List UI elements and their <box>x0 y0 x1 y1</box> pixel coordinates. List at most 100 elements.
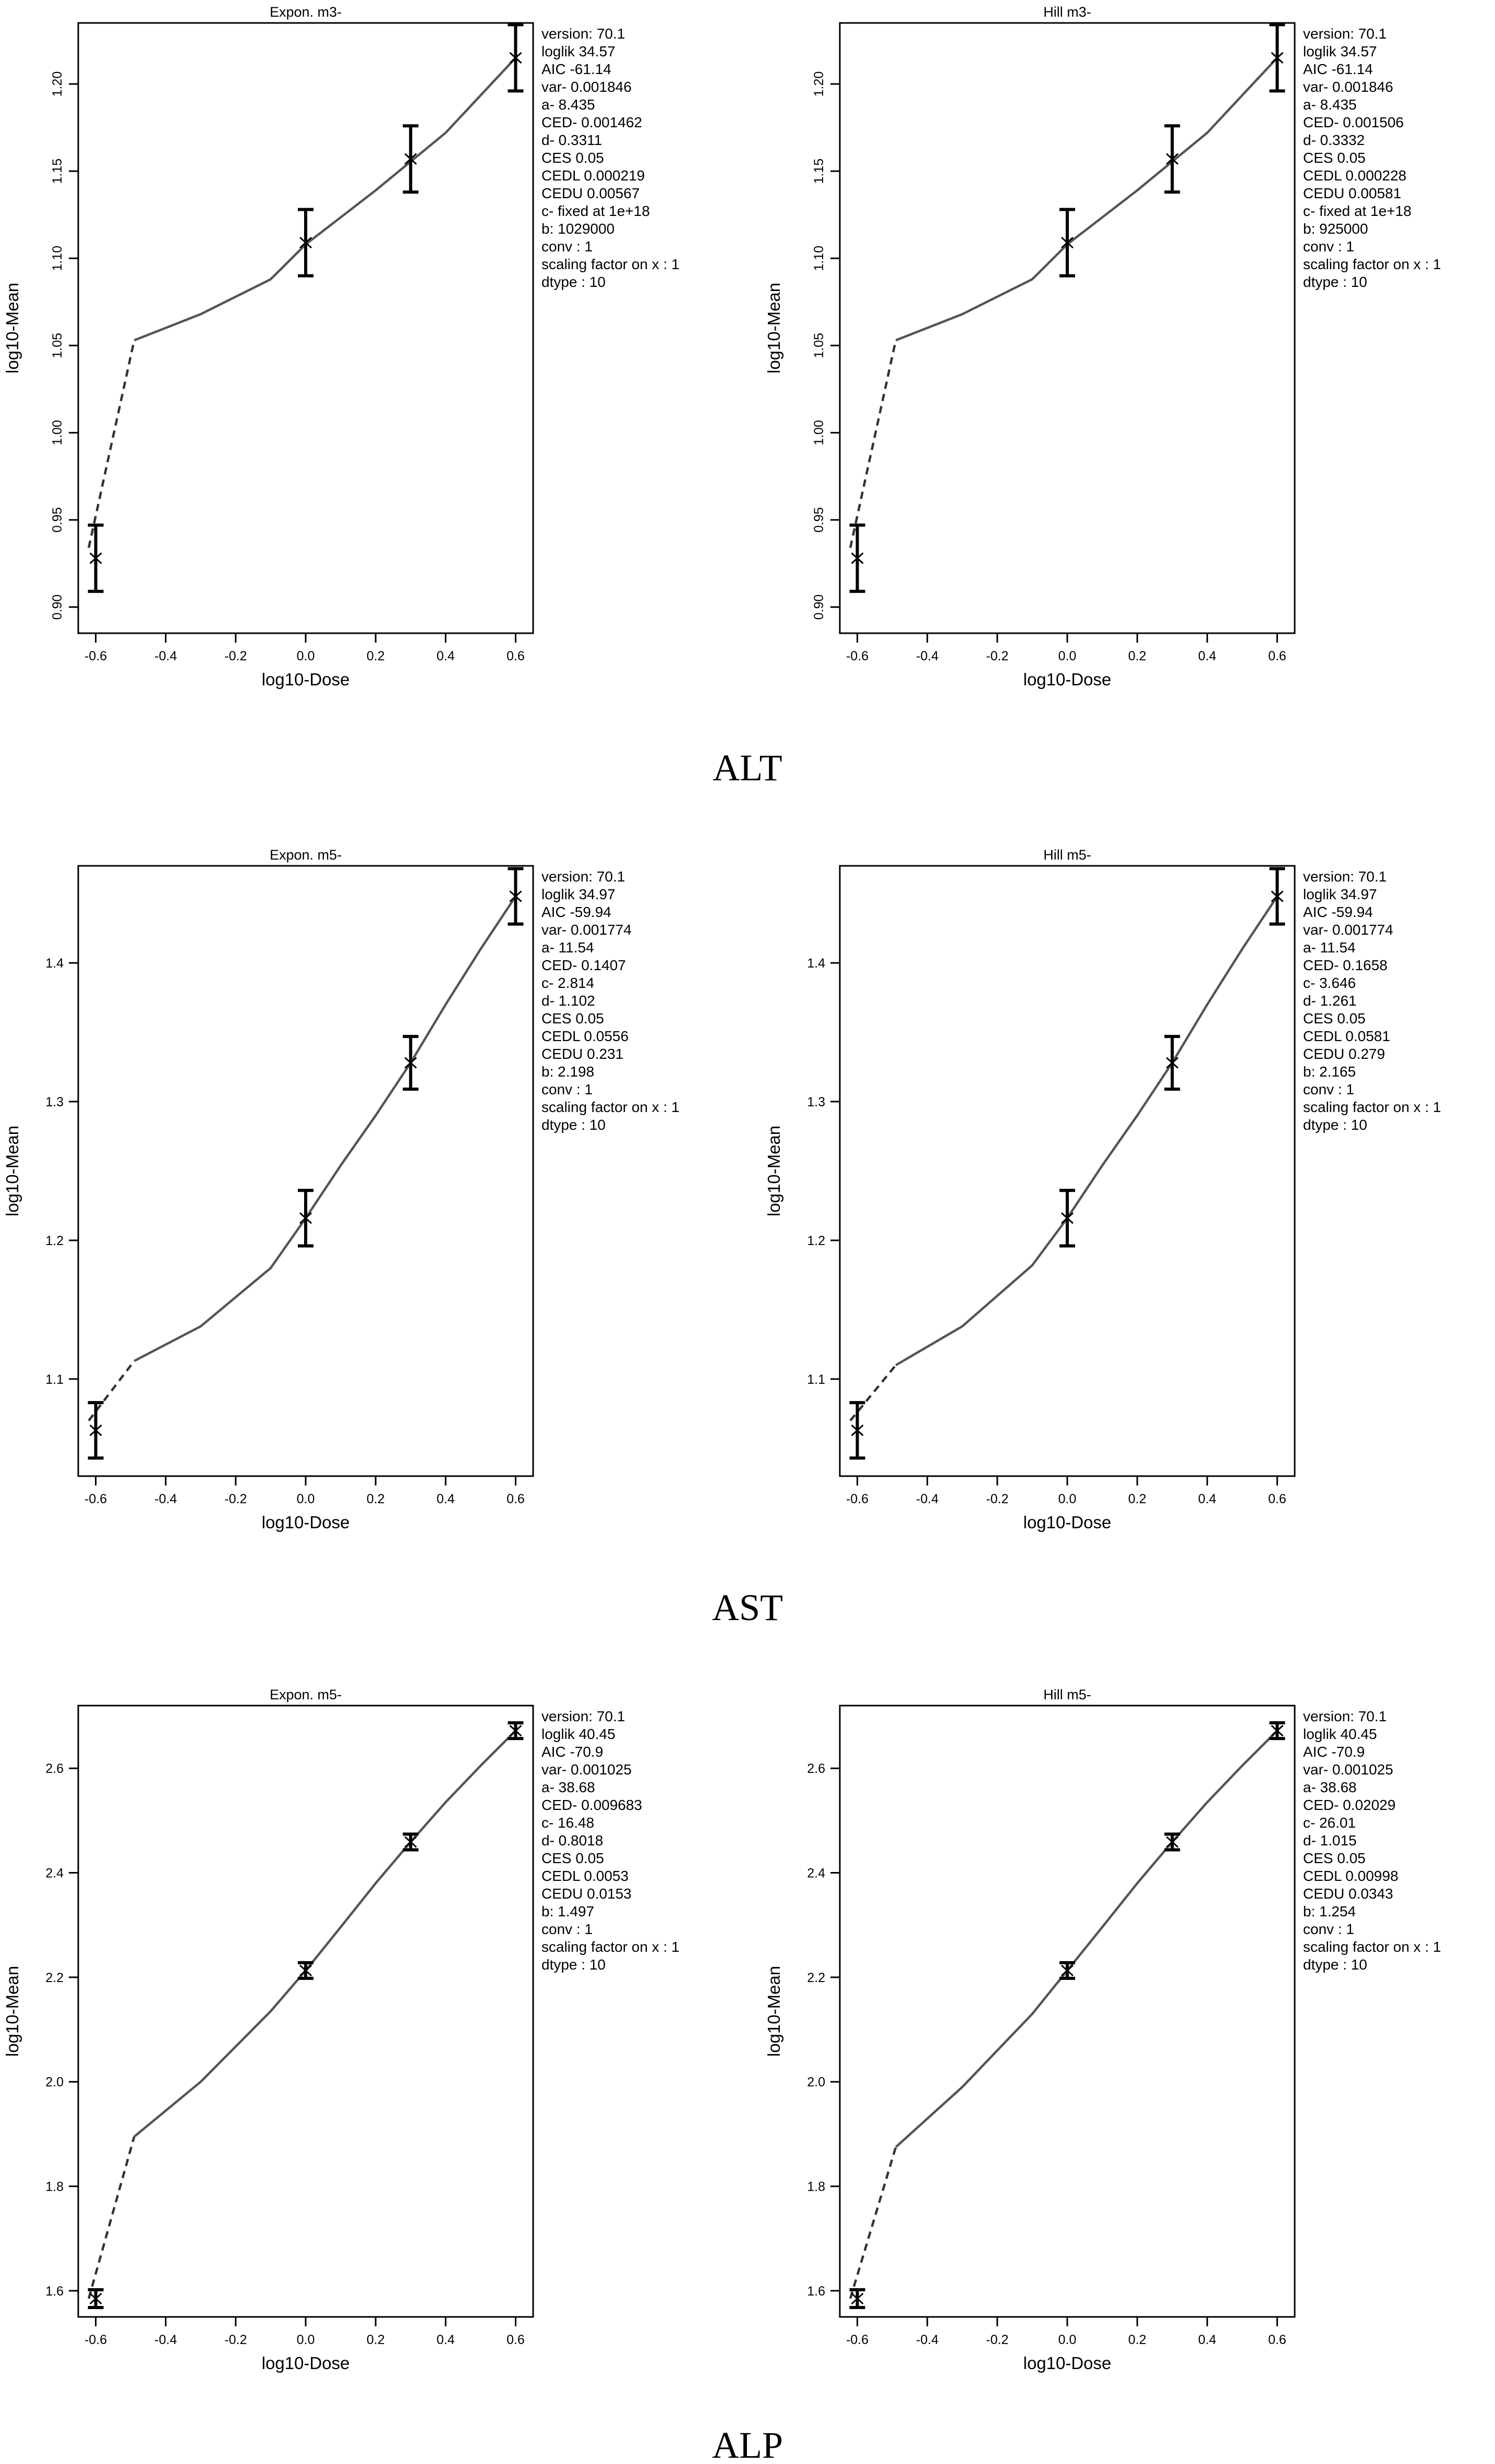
info-line: CES 0.05 <box>1303 150 1366 166</box>
y-axis-label: log10-Mean <box>3 1966 22 2057</box>
x-tick-label: -0.6 <box>85 2333 107 2347</box>
info-line: scaling factor on x : 1 <box>1303 256 1441 272</box>
y-tick-label: 2.2 <box>807 1971 825 1985</box>
x-axis-label: log10-Dose <box>1023 2353 1112 2373</box>
row-caption-alt: ALT <box>713 747 782 789</box>
info-line: AIC -59.94 <box>541 904 611 920</box>
plot-title: Expon. m5- <box>270 847 342 863</box>
fit-curve-solid <box>895 896 1279 1367</box>
info-line: CEDU 0.0153 <box>541 1886 632 1902</box>
info-line: CED- 0.1658 <box>1303 957 1388 973</box>
data-point <box>1271 890 1284 902</box>
info-line: CEDL 0.0556 <box>541 1028 629 1044</box>
x-tick-label: 0.6 <box>507 649 525 663</box>
y-tick-label: 2.2 <box>45 1971 64 1985</box>
x-axis-label: log10-Dose <box>1023 670 1112 689</box>
info-line: dtype : 10 <box>1303 274 1367 290</box>
fit-curve-solid <box>895 1730 1279 2148</box>
info-line: a- 11.54 <box>541 939 594 956</box>
data-point <box>509 890 522 902</box>
plot-frame <box>839 22 1296 634</box>
data-point <box>509 52 522 64</box>
x-axis-label: log10-Dose <box>262 1513 350 1532</box>
x-tick-label: 0.2 <box>1128 2333 1147 2347</box>
info-line: conv : 1 <box>541 1921 593 1937</box>
info-line: var- 0.001774 <box>1303 922 1393 938</box>
y-tick-label: 1.05 <box>812 333 826 358</box>
info-line: CEDL 0.0581 <box>1303 1028 1390 1044</box>
x-axis-label: log10-Dose <box>1023 1513 1112 1532</box>
data-point <box>851 2292 864 2305</box>
y-tick-label: 0.95 <box>50 507 65 533</box>
x-tick-label: -0.4 <box>916 649 938 663</box>
x-tick-label: -0.6 <box>846 2333 869 2347</box>
y-tick-label: 0.90 <box>812 595 826 620</box>
fit-curve-solid <box>134 896 517 1362</box>
x-tick-label: -0.6 <box>846 1492 869 1506</box>
info-line: dtype : 10 <box>541 1117 606 1133</box>
plot-title: Hill m5- <box>1043 1687 1091 1702</box>
plot-frame <box>77 22 534 634</box>
info-line: version: 70.1 <box>1303 26 1387 42</box>
y-axis-label: log10-Mean <box>3 1126 22 1216</box>
data-point <box>851 552 864 564</box>
info-line: d- 1.015 <box>1303 1832 1357 1849</box>
info-line: var- 0.001025 <box>541 1761 632 1778</box>
data-point <box>89 1424 102 1436</box>
info-line: CES 0.05 <box>541 150 604 166</box>
info-line: var- 0.001846 <box>541 79 632 95</box>
info-line: b: 2.198 <box>541 1064 594 1080</box>
info-line: CES 0.05 <box>1303 1850 1366 1866</box>
x-tick-label: -0.2 <box>224 2333 247 2347</box>
fit-curve-dashed <box>849 340 897 548</box>
y-tick-label: 1.3 <box>807 1095 825 1109</box>
info-line: CEDU 0.00581 <box>1303 185 1401 201</box>
info-line: scaling factor on x : 1 <box>541 1099 680 1115</box>
x-tick-label: -0.4 <box>154 1492 177 1506</box>
info-line: a- 8.435 <box>541 96 595 113</box>
info-line: conv : 1 <box>541 238 593 255</box>
x-tick-label: -0.6 <box>846 649 869 663</box>
info-line: b: 925000 <box>1303 221 1368 237</box>
plot-frame <box>77 865 534 1477</box>
info-line: AIC -70.9 <box>541 1744 603 1760</box>
info-line: CES 0.05 <box>1303 1010 1366 1026</box>
data-point <box>1166 153 1179 165</box>
info-line: d- 0.3332 <box>1303 132 1365 148</box>
info-line: var- 0.001774 <box>541 922 632 938</box>
y-tick-label: 1.15 <box>812 159 826 184</box>
x-tick-label: 0.4 <box>1198 2333 1216 2347</box>
data-point <box>89 2292 102 2305</box>
x-tick-label: -0.2 <box>986 2333 1008 2347</box>
plot-title: Hill m3- <box>1043 4 1091 20</box>
info-line: b: 1.254 <box>1303 1903 1356 1919</box>
plot-title: Expon. m5- <box>270 1687 342 1702</box>
plot-frame <box>77 1705 534 2318</box>
info-line: c- 3.646 <box>1303 975 1356 991</box>
y-tick-label: 1.10 <box>812 246 826 271</box>
data-point <box>1271 1724 1284 1737</box>
data-point <box>299 1964 312 1976</box>
info-line: scaling factor on x : 1 <box>541 256 680 272</box>
x-tick-label: -0.4 <box>154 649 177 663</box>
x-tick-label: 0.4 <box>437 649 455 663</box>
info-line: dtype : 10 <box>541 1956 606 1973</box>
x-tick-label: -0.2 <box>224 1492 247 1506</box>
y-tick-label: 1.2 <box>807 1234 825 1248</box>
chart-panel-3: Expon. m5- -0.6 -0.4 -0.2 0.0 0.2 0.4 0.6 1.1 1.2… <box>3 847 680 1532</box>
y-axis-label: log10-Mean <box>764 283 783 373</box>
x-tick-label: -0.4 <box>916 1492 938 1506</box>
data-point <box>299 237 312 249</box>
y-tick-label: 0.90 <box>50 595 65 620</box>
info-line: d- 0.8018 <box>541 1832 603 1849</box>
chart-panel-5: Expon. m5- -0.6 -0.4 -0.2 0.0 0.2 0.4 0.6 1.6 1.8… <box>3 1687 680 2373</box>
x-axis-label: log10-Dose <box>262 670 350 689</box>
row-caption-ast: AST <box>712 1587 783 1628</box>
y-tick-label: 1.05 <box>50 333 65 358</box>
y-tick-label: 1.20 <box>812 71 826 97</box>
info-line: d- 0.3311 <box>541 132 602 148</box>
info-line: conv : 1 <box>1303 238 1354 255</box>
info-line: conv : 1 <box>1303 1921 1354 1937</box>
data-point <box>1060 237 1074 249</box>
y-tick-label: 1.3 <box>45 1095 64 1109</box>
